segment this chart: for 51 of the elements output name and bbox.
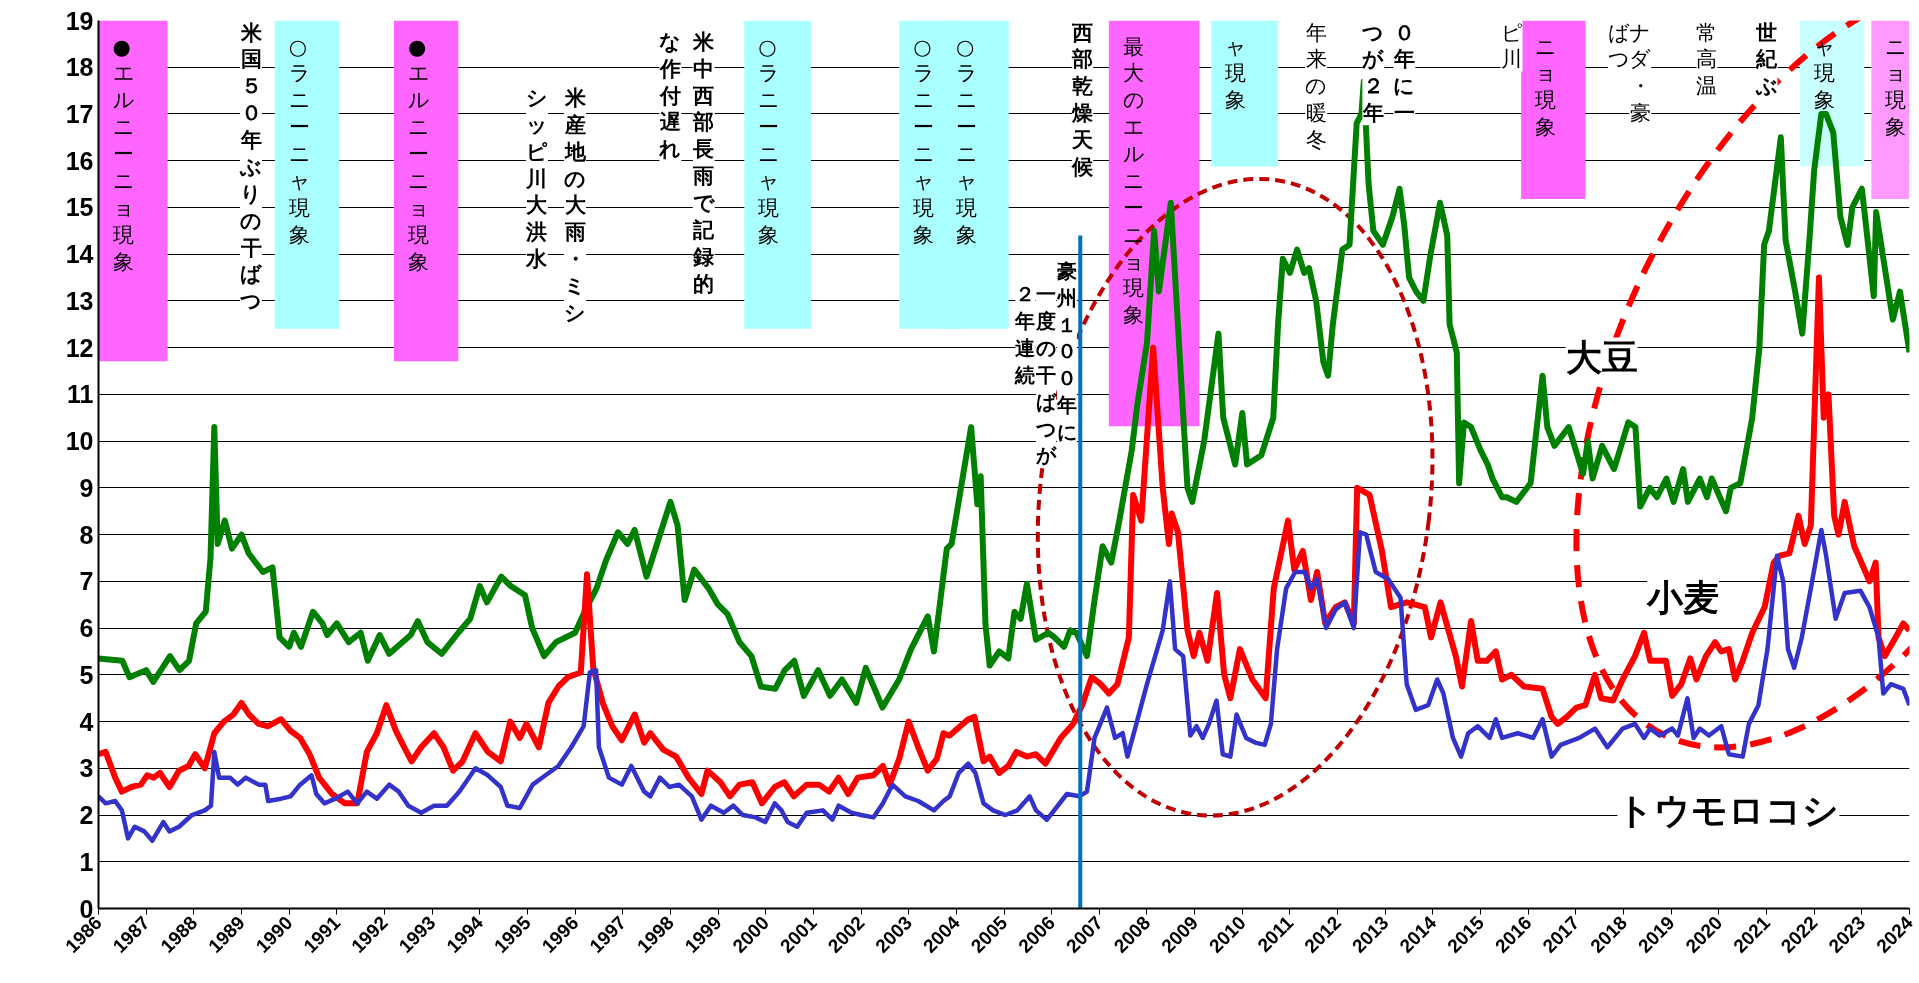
band-label: ニョ現象	[1885, 34, 1908, 140]
band-label: ○ラニーニャ現象	[758, 34, 781, 247]
annotation: 年来の暖冬	[1305, 20, 1328, 153]
text: ●エルニーニョ現象	[407, 34, 430, 274]
y-tick-label: 6	[79, 614, 94, 643]
annotation: 豪州１００年に	[1055, 258, 1077, 445]
band-label: ○ラニーニャ現象	[913, 34, 936, 247]
annotation: ばつ	[240, 262, 263, 314]
annotation: ナダ・豪	[1629, 20, 1652, 126]
y-tick-label: 8	[79, 520, 94, 549]
y-tick-label: 13	[65, 286, 94, 315]
series-label: トウモロコシ	[1617, 790, 1840, 832]
annotation: ２年連続	[1014, 282, 1036, 387]
annotation: 世紀ぶ	[1754, 20, 1779, 99]
text: 米国５０年ぶりの干	[240, 20, 263, 260]
annotation: 一度の干ばつが	[1034, 282, 1057, 468]
y-tick-label: 5	[79, 660, 94, 689]
series-label: 大豆	[1565, 337, 1638, 379]
band-label: ○ラニーニャ現象	[956, 34, 979, 247]
text: 米産地の大雨・ミシ	[564, 85, 587, 325]
annotation: つが２年	[1361, 20, 1385, 126]
y-tick-label: 14	[65, 240, 94, 269]
annotation: 常高温	[1696, 20, 1718, 99]
y-tick-label: 7	[79, 567, 94, 596]
band-label: ニョ現象	[1535, 34, 1558, 140]
annotation: 西部乾燥天候	[1071, 20, 1095, 179]
y-tick-label: 17	[65, 99, 94, 128]
text: ●エルニーニョ現象	[112, 34, 135, 274]
y-tick-label: 16	[65, 146, 94, 175]
line-series	[98, 527, 1910, 843]
y-tick-label: 4	[79, 707, 94, 736]
annotation: ピ川	[1500, 20, 1523, 72]
y-tick-label: 19	[65, 6, 94, 35]
text: 米中西部長雨で記録的	[692, 29, 715, 296]
y-tick-label: 10	[65, 427, 94, 456]
series-label: 小麦	[1646, 577, 1720, 619]
y-tick-label: 12	[65, 333, 94, 362]
band-label: ャ現象	[1225, 34, 1248, 113]
y-tick-label: 3	[79, 754, 94, 783]
y-tick-label: 18	[65, 53, 94, 82]
y-tick-label: 2	[79, 801, 94, 830]
band-label: ○ラニーニャ現象	[288, 34, 311, 247]
annotation: な作付遅れ	[658, 29, 682, 162]
y-tick-label: 9	[79, 473, 94, 502]
y-tick-label: 15	[65, 193, 94, 222]
annotation: シッピ川大洪水	[525, 85, 549, 272]
y-tick-label: 1	[79, 847, 94, 876]
text: ばつ	[1607, 20, 1630, 72]
y-tick-label: 11	[67, 380, 94, 409]
text: 最大のエルニーニョ現象	[1122, 34, 1145, 328]
annotation: ０年に一	[1392, 20, 1416, 126]
